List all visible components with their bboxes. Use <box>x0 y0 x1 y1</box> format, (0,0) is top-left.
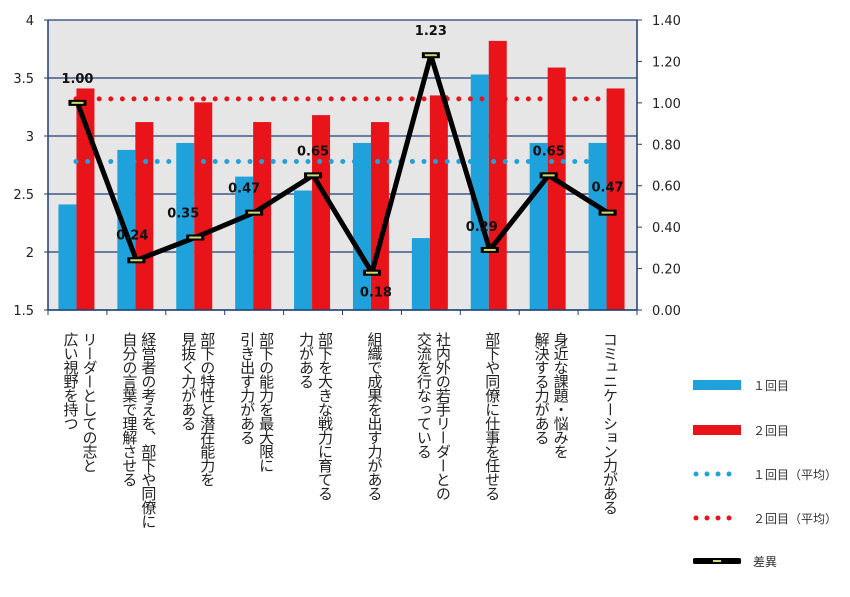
bar-1 <box>411 238 430 310</box>
bar-2 <box>547 67 566 310</box>
bar-1 <box>58 204 77 310</box>
bar-2 <box>429 95 448 311</box>
legend-item-average-2: ２回目（平均） <box>693 508 843 528</box>
legend-label-series-1: １回目 <box>753 379 790 393</box>
bar-2 <box>312 115 331 311</box>
y-left-tick-label: 2 <box>26 246 34 261</box>
y-left-tick-label: 2.5 <box>13 188 34 203</box>
x-tick-label: 部下を大きな戦力に育てる 力がある <box>297 332 335 500</box>
bar-2 <box>488 40 507 310</box>
difference-data-label: 0.65 <box>533 144 565 159</box>
legend-swatch-average-2 <box>693 515 741 521</box>
legend-label-average-2: ２回目（平均） <box>753 512 838 526</box>
bar-1 <box>529 142 548 310</box>
x-tick-label: 身近な課題・悩みを 解決する力がある <box>532 332 570 458</box>
x-tick-label: 部下の能力を最大限に 引き出す力がある <box>238 332 276 472</box>
difference-data-label: 0.24 <box>116 228 148 243</box>
bar-2 <box>606 88 625 310</box>
y-right-tick-label: 1.20 <box>652 55 681 70</box>
legend-item-series-1: １回目 <box>693 375 843 395</box>
y-right-tick-label: 0.20 <box>652 263 681 278</box>
y-right-tick-label: 1.00 <box>652 97 681 112</box>
legend-item-series-2: ２回目 <box>693 420 843 440</box>
difference-line <box>75 52 609 276</box>
legend-swatch-series-1 <box>693 380 741 390</box>
legend-item-difference: 差異 <box>693 551 843 571</box>
bar-2 <box>253 122 272 310</box>
difference-data-label: 0.35 <box>167 207 199 222</box>
legend-label-average-1: １回目（平均） <box>753 468 838 482</box>
legend-swatch-difference <box>693 558 741 564</box>
difference-data-label: 0.65 <box>297 144 329 159</box>
legend-item-average-1: １回目（平均） <box>693 464 843 484</box>
bar-2 <box>135 122 154 310</box>
y-left-tick-label: 1.5 <box>13 304 34 319</box>
y-left-tick-label: 3 <box>26 130 34 145</box>
bar-2 <box>194 102 213 310</box>
bar-2 <box>76 88 95 310</box>
legend-swatch-average-1 <box>693 471 741 477</box>
x-tick-label: 組織で成果を出す力がある <box>365 332 384 500</box>
x-tick-label: 部下の特性と潜在能力を 見抜く力がある <box>179 332 217 486</box>
bar-1 <box>588 142 607 310</box>
difference-data-label: 0.47 <box>228 182 260 197</box>
difference-data-label: 0.18 <box>360 286 392 301</box>
y-left-tick-label: 3.5 <box>13 72 34 87</box>
bar-1 <box>294 190 313 310</box>
x-tick-label: 社内外の若手リーダーとの 交流を行なっている <box>414 332 452 500</box>
legend-label-difference: 差異 <box>753 555 778 569</box>
difference-data-label: 1.23 <box>415 24 447 39</box>
y-left-tick-label: 4 <box>26 14 34 29</box>
bar-1 <box>176 142 195 310</box>
y-right-tick-label: 1.40 <box>652 14 681 29</box>
x-tick-label: コミュニケーション力がある <box>601 332 620 514</box>
y-right-tick-label: 0.00 <box>652 304 681 319</box>
x-tick-label: リーダーとしての志と 広い視野を持つ <box>61 332 99 472</box>
legend-label-series-2: ２回目 <box>753 424 790 438</box>
x-tick-label: 部下や同僚に仕事を任せる <box>483 332 502 500</box>
difference-data-label: 0.47 <box>592 181 624 196</box>
legend-swatch-series-2 <box>693 425 741 435</box>
difference-data-label: 0.29 <box>466 220 498 235</box>
x-tick-label: 経営者の考えを、部下や同僚に 自分の言葉で理解させる <box>120 332 158 528</box>
y-right-tick-label: 0.60 <box>652 180 681 195</box>
y-right-tick-label: 0.80 <box>652 138 681 153</box>
y-right-tick-label: 0.40 <box>652 221 681 236</box>
difference-data-label: 1.00 <box>61 72 93 87</box>
